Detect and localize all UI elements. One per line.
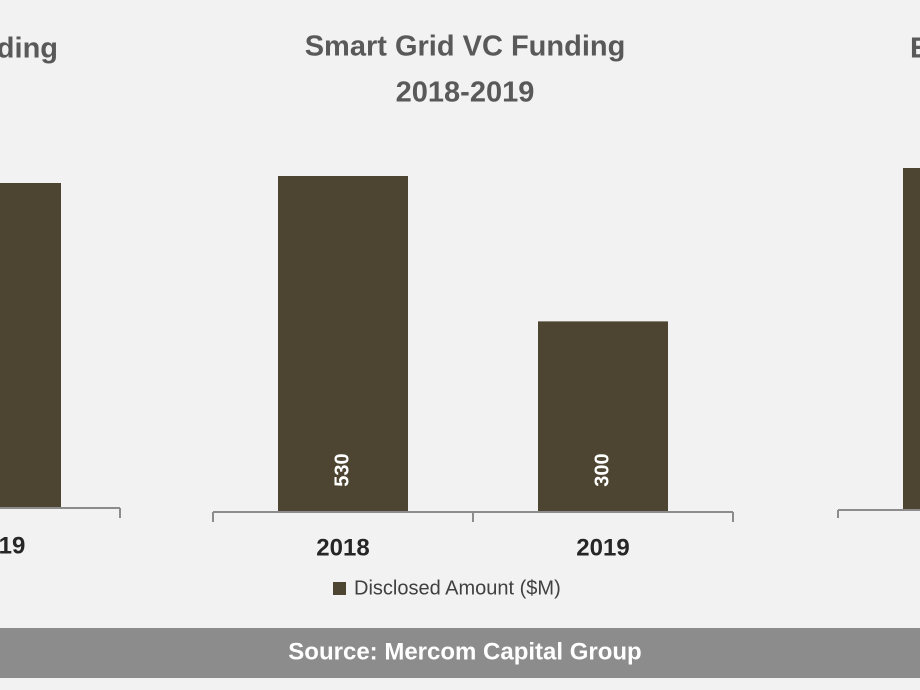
bar [278,176,408,511]
data-label: 530 [331,453,353,486]
footer-bar [0,628,920,678]
left-chart-category: 19 [0,532,25,559]
bar [538,321,668,511]
right-chart-bar [903,168,920,510]
legend-label: Disclosed Amount ($M) [354,577,561,599]
chart-title: 2018-2019 [396,77,535,109]
data-label: 300 [591,453,613,486]
legend-swatch [333,582,346,595]
chart-title: Smart Grid VC Funding [305,31,626,63]
x-tick-label: 2019 [576,534,629,561]
right-chart-title: E [910,33,920,65]
footer-text: Source: Mercom Capital Group [288,638,641,665]
x-tick-label: 2018 [316,534,369,561]
left-chart-bar [0,183,61,507]
left-chart-title: ding [0,33,58,65]
